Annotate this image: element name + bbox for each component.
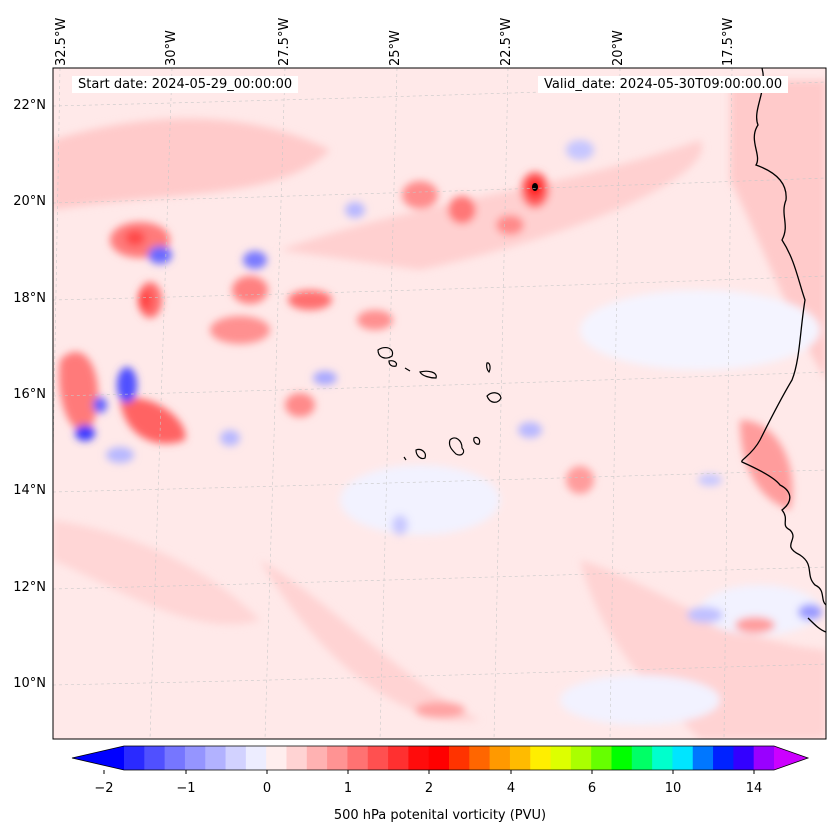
colorbar-segment	[306, 746, 328, 770]
colorbar-tick-label: −2	[94, 781, 114, 796]
pv-field	[53, 80, 826, 739]
colorbar-segment	[124, 746, 145, 770]
colorbar-tick-label: 1	[343, 781, 353, 796]
colorbar-tick-label: 6	[587, 781, 597, 796]
colorbar-tick-label: −1	[176, 781, 196, 796]
colorbar-segment	[611, 746, 633, 770]
colorbar-segment	[550, 746, 572, 770]
colorbar-segment	[205, 746, 227, 770]
islands	[377, 346, 502, 461]
colorbar-segment	[652, 746, 673, 770]
colorbar-segment	[286, 746, 308, 770]
colorbar-segment	[367, 746, 389, 770]
colorbar-segment	[266, 746, 287, 770]
valid-date-label: Valid_date: 2024-05-30T09:00:00.00	[538, 76, 789, 93]
lon-label-22-5w: 22.5°W	[499, 17, 514, 66]
colorbar-segment	[184, 746, 206, 770]
colorbar-segment	[753, 746, 775, 770]
colorbar-extend-max	[774, 746, 808, 770]
colorbar-segment	[225, 746, 247, 770]
lat-label-16n: 16°N	[13, 387, 46, 402]
colorbar	[71, 745, 810, 774]
start-date-label: Start date: 2024-05-29_00:00:00	[72, 76, 299, 93]
lat-label-18n: 18°N	[13, 291, 46, 306]
colorbar-segment	[327, 746, 348, 770]
lat-label-22n: 22°N	[13, 98, 46, 113]
colorbar-tick-label: 0	[262, 781, 272, 796]
colorbar-segment	[570, 746, 592, 770]
lat-label-20n: 20°N	[13, 194, 46, 209]
lat-label-10n: 10°N	[13, 676, 46, 691]
graticule	[53, 68, 826, 739]
colorbar-segment	[509, 746, 531, 770]
lon-label-32-5w: 32.5°W	[54, 17, 69, 66]
lon-label-17-5w: 17.5°W	[721, 17, 736, 66]
colorbar-segment	[428, 746, 450, 770]
colorbar-segment	[631, 746, 653, 770]
colorbar-segment	[672, 746, 694, 770]
lat-label-14n: 14°N	[13, 483, 46, 498]
colorbar-segment	[408, 746, 430, 770]
colorbar-segment	[489, 746, 511, 770]
coastline	[741, 68, 826, 633]
lat-label-12n: 12°N	[13, 580, 46, 595]
colorbar-segment	[347, 746, 369, 770]
colorbar-tick-label: 4	[506, 781, 516, 796]
colorbar-label: 500 hPa potenital vorticity (PVU)	[333, 808, 547, 823]
colorbar-segment	[692, 746, 714, 770]
lon-label-25w: 25°W	[388, 30, 403, 66]
colorbar-tick-label: 10	[664, 781, 682, 796]
colorbar-tick-label: 2	[424, 781, 434, 796]
colorbar-segment	[530, 746, 552, 770]
colorbar-segment	[733, 746, 755, 770]
colorbar-segment	[144, 746, 166, 770]
colorbar-outline	[71, 745, 810, 771]
colorbar-extend-min	[72, 746, 124, 770]
colorbar-segment	[469, 746, 491, 770]
colorbar-tick-label: 14	[745, 781, 763, 796]
lon-label-30w: 30°W	[164, 30, 179, 66]
lon-label-20w: 20°W	[611, 30, 626, 66]
colorbar-segment	[164, 746, 186, 770]
colorbar-segment	[713, 746, 734, 770]
colorbar-segment	[591, 746, 612, 770]
lon-label-27-5w: 27.5°W	[277, 17, 292, 66]
colorbar-segment	[245, 746, 267, 770]
colorbar-segment	[388, 746, 409, 770]
colorbar-segment	[449, 746, 470, 770]
